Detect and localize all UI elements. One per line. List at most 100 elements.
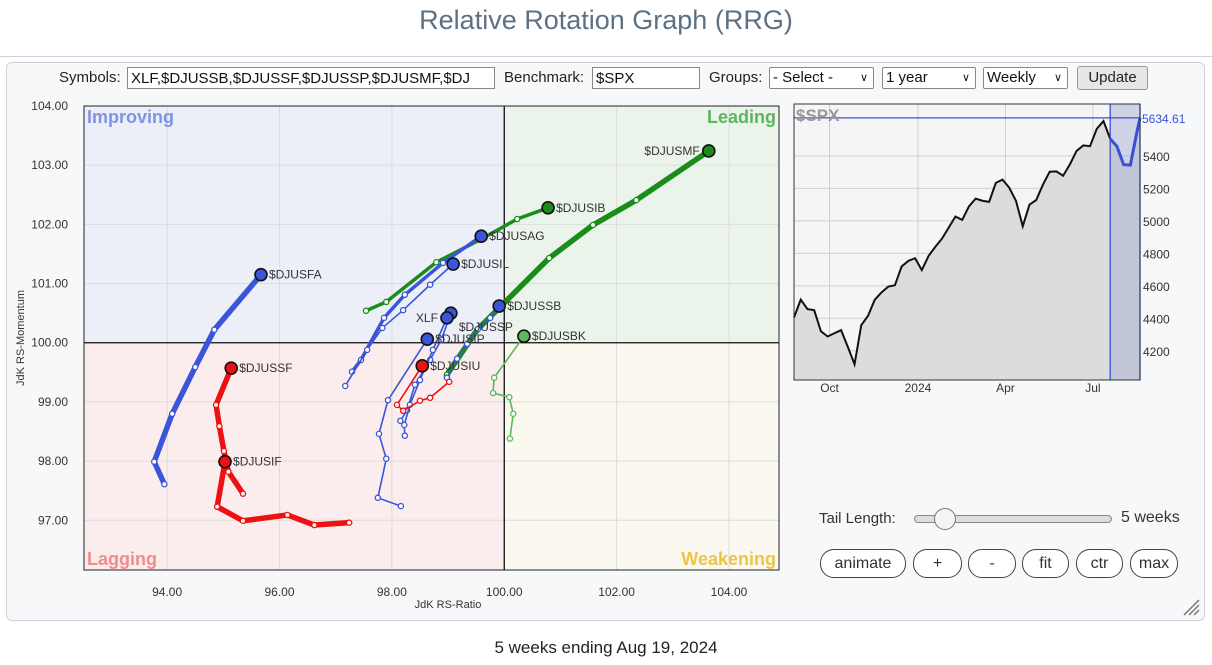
quadrant-label-lagging: Lagging — [87, 549, 157, 569]
tail-point — [453, 355, 461, 362]
tail-point — [399, 407, 407, 415]
x-tick-label: 96.00 — [265, 585, 295, 599]
tail-point — [433, 258, 440, 266]
tail-point — [311, 521, 318, 529]
y-tick-label: 104.00 — [31, 99, 68, 113]
chevron-down-icon: ∨ — [961, 72, 970, 84]
y-tick-label: 101.00 — [31, 277, 68, 291]
mini-y-tick-label: 5400 — [1143, 150, 1170, 164]
tail-point — [213, 503, 221, 510]
x-tick-label: 104.00 — [711, 585, 748, 599]
groups-select-value: - Select - — [773, 69, 834, 86]
quadrant-weakening — [504, 342, 779, 570]
series-head-point — [415, 359, 430, 373]
series-tail — [377, 338, 429, 507]
series-djusip: $DJUSIP — [374, 332, 485, 510]
mini-highlight-line — [1109, 117, 1142, 167]
tail-point — [486, 314, 494, 322]
tail-point — [490, 374, 498, 381]
max-button[interactable]: max — [1130, 549, 1178, 578]
series-djussb: $DJUSSB — [443, 299, 561, 381]
zoom-in-button[interactable]: + — [913, 549, 962, 578]
groups-label: Groups: — [709, 69, 763, 86]
series-head-point — [474, 229, 489, 244]
update-button[interactable]: Update — [1077, 66, 1148, 90]
mini-area-fill — [794, 117, 1140, 381]
tail-point — [438, 336, 445, 344]
series-tail — [396, 365, 450, 412]
tail-length-slider-thumb[interactable] — [934, 508, 956, 530]
tail-point — [401, 432, 409, 439]
y-tick-label: 97.00 — [38, 513, 68, 527]
mini-y-tick-label: 4200 — [1143, 345, 1170, 359]
zoom-out-button[interactable]: - — [968, 549, 1016, 578]
title-divider — [0, 56, 1212, 57]
y-tick-label: 98.00 — [38, 454, 68, 468]
x-tick-label: 98.00 — [377, 585, 407, 599]
symbols-input[interactable]: XLF,$DJUSSB,$DJUSSF,$DJUSSP,$DJUSMF,$DJ — [127, 67, 495, 89]
resize-grip-icon[interactable] — [1182, 598, 1200, 616]
last-value-label: 5634.61 — [1142, 112, 1186, 126]
fit-button[interactable]: fit — [1022, 549, 1069, 578]
mini-x-tick-label: Oct — [820, 381, 839, 395]
series-tail — [151, 271, 264, 487]
tail-point — [379, 324, 386, 332]
tail-point — [426, 281, 434, 288]
quadrant-label-improving: Improving — [87, 107, 174, 127]
tail-point — [489, 389, 497, 397]
tail-point — [161, 480, 168, 488]
animate-button[interactable]: animate — [820, 549, 906, 578]
tail-point — [383, 298, 390, 306]
groups-select[interactable]: - Select - ∨ — [769, 67, 874, 89]
tail-length-label: Tail Length: — [819, 510, 896, 527]
tail-length-slider[interactable] — [914, 515, 1112, 523]
tail-length-value: 5 weeks — [1121, 509, 1180, 526]
frequency-select[interactable]: Weekly ∨ — [983, 67, 1068, 89]
series-head-point — [492, 299, 507, 313]
quadrant-lagging — [84, 342, 505, 570]
series-djusif: $DJUSIF — [213, 454, 353, 529]
series-head-point — [541, 200, 555, 215]
tail-point — [445, 378, 453, 386]
tail-point — [380, 314, 388, 322]
tail-point — [393, 401, 401, 409]
tail-point — [474, 325, 482, 333]
frequency-select-value: Weekly — [987, 69, 1036, 86]
series-head-point — [517, 329, 531, 344]
series-head-point — [218, 454, 232, 469]
series-label: $DJUSFA — [269, 268, 322, 282]
series-djusfa: $DJUSFA — [150, 268, 322, 488]
tail-point — [168, 410, 176, 418]
tail-point — [225, 468, 232, 476]
series-head-point — [701, 144, 716, 158]
center-button[interactable]: ctr — [1076, 549, 1123, 578]
period-select-value: 1 year — [886, 69, 928, 86]
chevron-down-icon: ∨ — [859, 72, 868, 84]
symbols-label: Symbols: — [59, 69, 121, 86]
series-label: $DJUSBK — [532, 329, 586, 343]
tail-point — [416, 397, 424, 404]
tail-point — [589, 221, 597, 229]
tail-point — [216, 422, 223, 430]
period-select[interactable]: 1 year ∨ — [882, 67, 976, 89]
tail-point — [212, 401, 220, 409]
mini-x-tick-label: Apr — [996, 381, 1015, 395]
series-label: $DJUSIU — [430, 359, 480, 373]
tail-point — [220, 447, 228, 455]
tail-point — [401, 291, 409, 299]
mini-chart-border — [793, 103, 1141, 381]
tail-point — [384, 396, 392, 404]
mini-y-tick-label: 5000 — [1143, 215, 1170, 229]
tail-point — [397, 502, 405, 510]
tail-point — [342, 382, 349, 390]
page-title: Relative Rotation Graph (RRG) — [419, 5, 793, 35]
series-tail — [492, 335, 525, 440]
tail-point — [463, 340, 471, 348]
tail-point — [362, 307, 370, 315]
benchmark-input[interactable]: $SPX — [592, 67, 700, 89]
series-label: $DJUSIL — [461, 257, 509, 271]
x-tick-label: 94.00 — [152, 585, 182, 599]
mini-y-tick-label: 5200 — [1143, 182, 1170, 196]
series-label: $DJUSSB — [507, 299, 561, 313]
